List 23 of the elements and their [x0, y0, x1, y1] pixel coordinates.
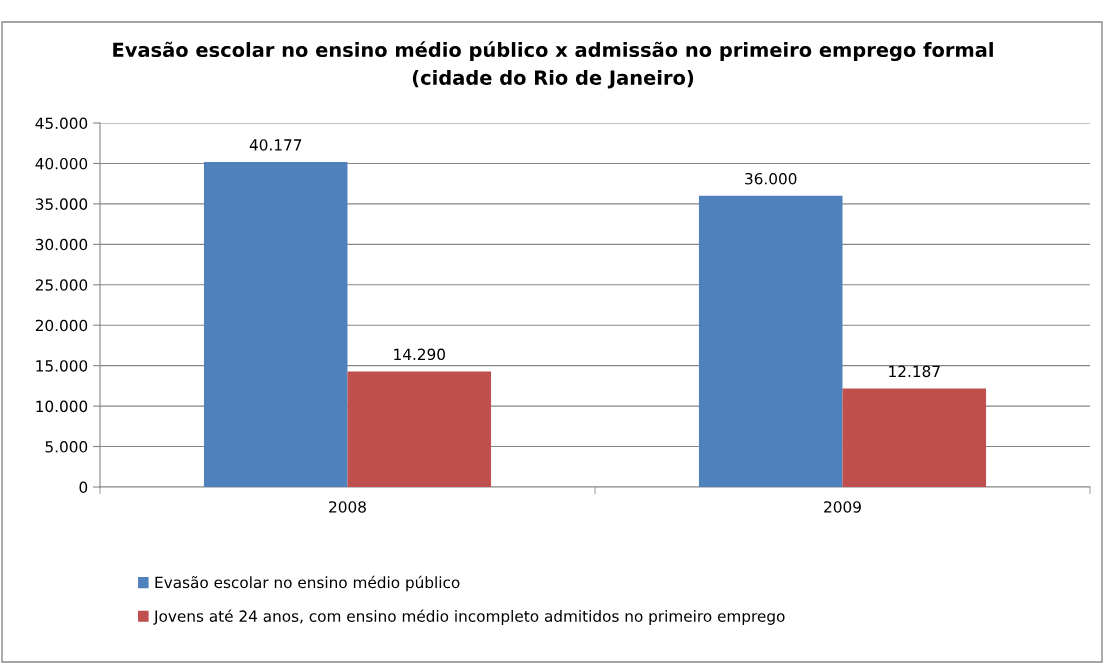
- bar: [842, 388, 987, 487]
- y-tick-label: 0: [79, 481, 88, 494]
- y-tick-label: 25.000: [35, 279, 88, 291]
- legend-label: Jovens até 24 anos, com ensino médio incompleto admitidos no primeiro emprego: [153, 609, 785, 625]
- data-label: 36.000: [745, 172, 797, 185]
- data-label: 14.290: [394, 348, 445, 361]
- y-tick-label: 5.000: [45, 441, 88, 453]
- bar: [347, 371, 492, 487]
- x-tick-label: 2009: [824, 501, 861, 513]
- bar: [203, 162, 348, 487]
- y-tick-label: 15.000: [36, 360, 88, 372]
- y-tick-label: 40.000: [35, 157, 88, 170]
- y-tick-label: 45.000: [35, 117, 88, 130]
- y-tick-label: 30.000: [35, 238, 88, 251]
- chart-title: Evasão escolar no ensino médio público x admissão no primeiro emprego formal (cidade do Rio de Janeiro): [113, 41, 993, 89]
- bar: [698, 195, 843, 487]
- y-tick-label: 20.000: [35, 319, 88, 332]
- data-label: 12.187: [889, 365, 940, 378]
- x-tick-label: 2008: [329, 501, 366, 513]
- y-tick-label: 10.000: [36, 400, 88, 413]
- data-label: 40.177: [249, 139, 302, 151]
- legend-label: Evasão escolar no ensino médio público: [155, 575, 460, 592]
- y-tick-label: 35.000: [35, 198, 88, 210]
